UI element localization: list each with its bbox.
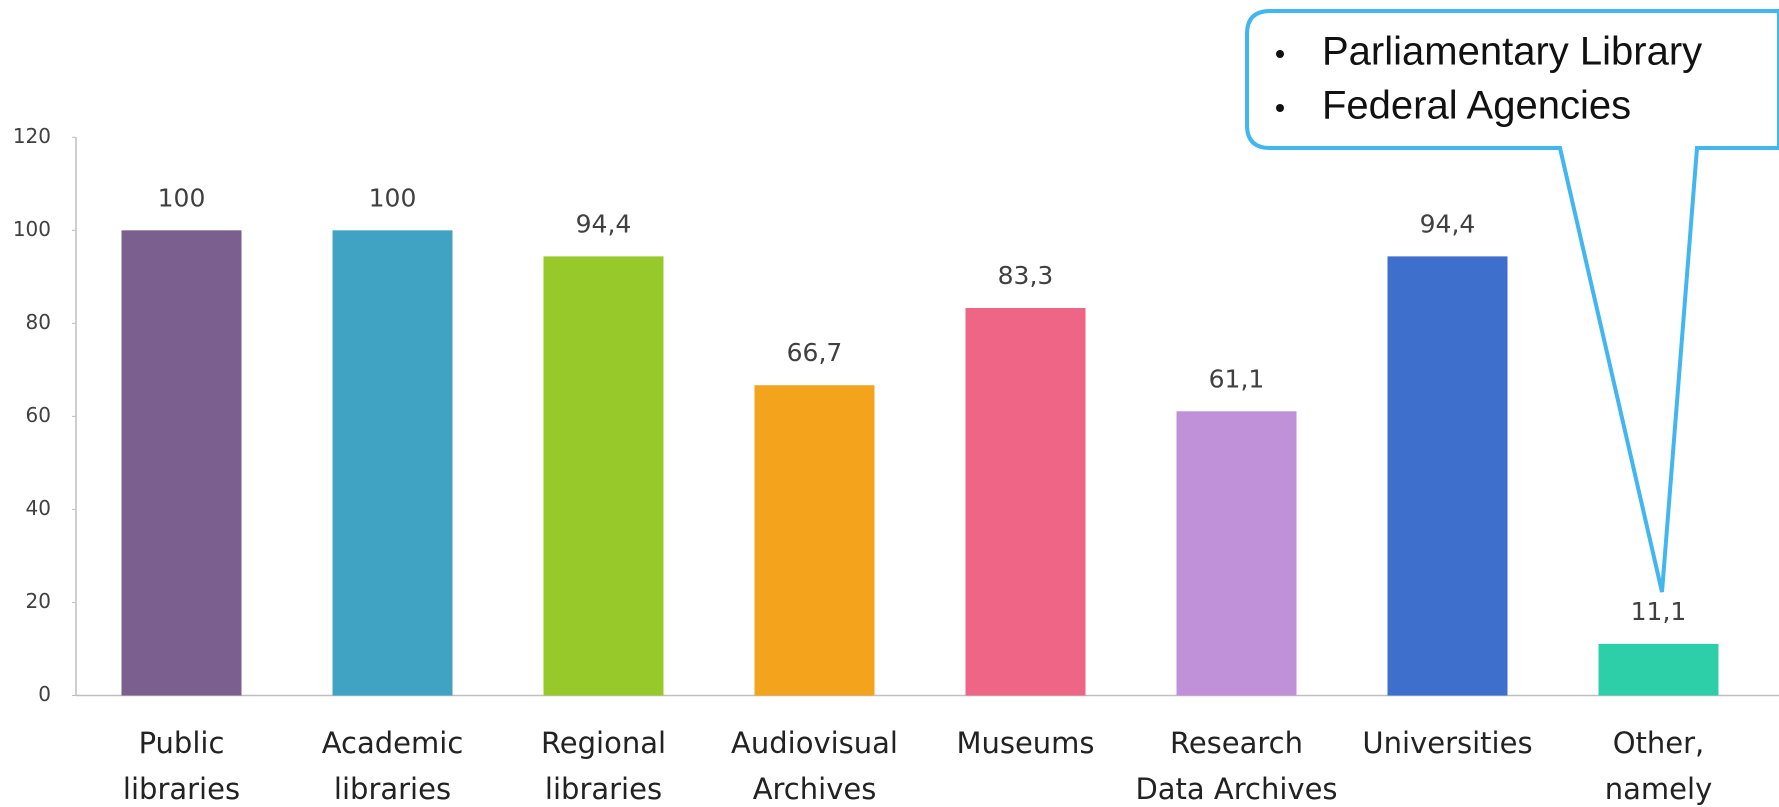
value-label: 61,1 [1209,364,1265,393]
x-tick-label: Archives [753,772,877,806]
y-tick-label: 120 [13,124,51,148]
bar [121,230,242,696]
bar [1387,256,1508,696]
bar [965,308,1086,696]
value-label: 83,3 [998,261,1054,290]
x-tick-label: Regional [541,726,666,760]
bar [332,230,453,696]
x-tick-label: libraries [123,772,240,806]
value-label: 11,1 [1631,597,1687,626]
bar [1598,643,1719,696]
value-label: 100 [369,183,417,212]
bullet [1276,104,1284,112]
x-tick-label: Audiovisual [731,726,898,760]
value-label: 94,4 [576,209,632,238]
x-tick-label: Universities [1362,726,1532,760]
y-tick-label: 20 [26,589,51,613]
y-tick-label: 80 [26,310,51,334]
annotation-line: Parliamentary Library [1322,30,1702,74]
y-tick-label: 60 [26,403,51,427]
x-tick-label: Research [1170,726,1303,760]
x-tick-label: Academic [322,726,464,760]
bar [754,385,875,696]
annotation-line: Federal Agencies [1322,84,1631,128]
x-tick-label: Data Archives [1135,772,1337,806]
y-tick-label: 40 [26,496,51,520]
value-label: 94,4 [1420,209,1476,238]
x-tick-label: libraries [545,772,662,806]
y-tick-label: 0 [38,682,51,706]
callout [1245,9,1779,593]
value-label: 100 [158,183,206,212]
x-tick-label: Other, [1613,726,1705,760]
x-tick-label: Public [139,726,225,760]
bar [543,256,664,696]
x-tick-label: libraries [334,772,451,806]
x-tick-label: Museums [956,726,1094,760]
y-tick-label: 100 [13,217,51,241]
x-tick-label: namely [1605,772,1712,806]
bullet [1276,50,1284,58]
value-label: 66,7 [787,338,843,367]
bar [1176,411,1297,696]
